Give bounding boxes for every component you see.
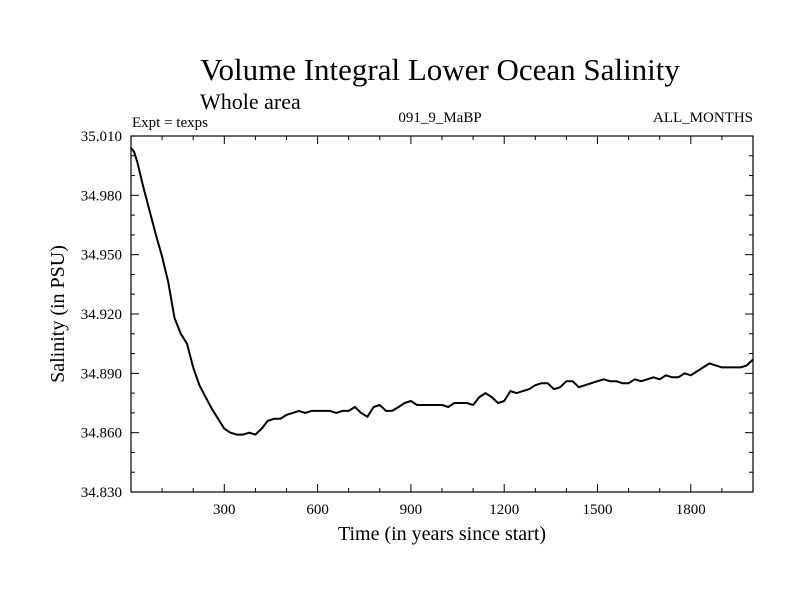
months-label: ALL_MONTHS <box>653 110 753 126</box>
experiment-label: Expt = texps <box>132 115 208 131</box>
y-axis-label: Salinity (in PSU) <box>47 245 69 383</box>
x-tick-label: 900 <box>400 502 423 518</box>
chart-subtitle: Whole area <box>200 89 301 114</box>
y-tick-label: 34.950 <box>81 248 122 264</box>
x-tick-label: 600 <box>306 502 329 518</box>
y-tick-label: 34.890 <box>81 366 122 382</box>
x-tick-label: 300 <box>213 502 236 518</box>
chart-title: Volume Integral Lower Ocean Salinity <box>200 52 680 87</box>
y-tick-label: 35.010 <box>81 129 122 145</box>
y-tick-label: 34.980 <box>81 188 122 204</box>
axis-ticks <box>131 135 753 493</box>
plot-frame <box>130 135 754 493</box>
x-tick-label: 1500 <box>583 502 613 518</box>
x-tick-labels: 300 600 900 1200 1500 1800 <box>213 502 706 518</box>
y-tick-label: 34.860 <box>81 426 122 442</box>
run-id-label: 091_9_MaBP <box>398 110 481 126</box>
x-tick-label: 1800 <box>676 502 706 518</box>
y-tick-label: 34.830 <box>81 485 122 501</box>
y-tick-label: 34.920 <box>81 307 122 323</box>
x-axis-label: Time (in years since start) <box>338 523 546 545</box>
salinity-series-line <box>130 147 754 436</box>
x-tick-label: 1200 <box>489 502 519 518</box>
y-tick-labels: 34.830 34.860 34.890 34.920 34.950 34.980 35.0… <box>81 129 122 501</box>
